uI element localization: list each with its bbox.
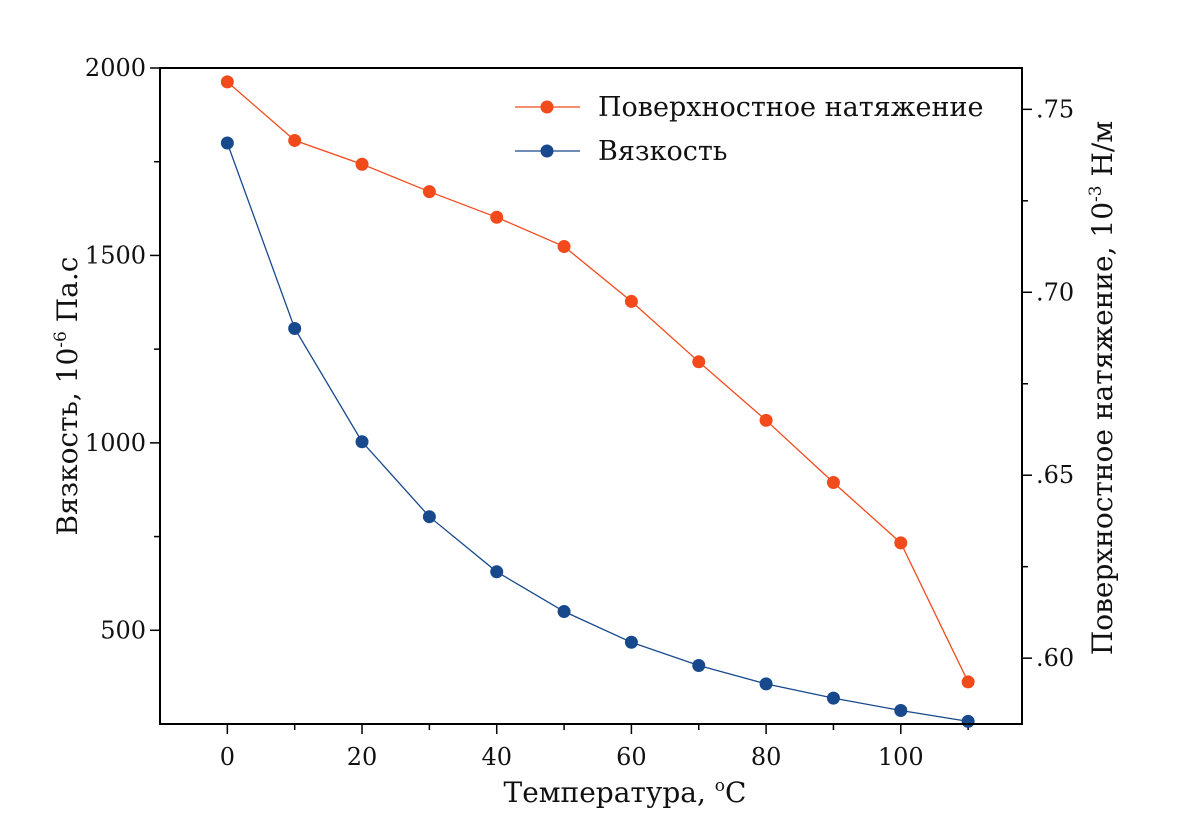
data-point-viscosity <box>220 136 234 150</box>
y-right-tick-label: .70 <box>1036 278 1074 306</box>
data-point-viscosity <box>826 691 840 705</box>
legend-item-surface-tension: Поверхностное натяжение <box>515 92 983 123</box>
data-point-surface-tension <box>422 185 436 199</box>
x-tick-label: 80 <box>751 743 782 771</box>
x-tick-label: 20 <box>347 743 378 771</box>
data-point-viscosity <box>961 714 975 728</box>
data-point-surface-tension <box>355 157 369 171</box>
y-right-tick-label: .60 <box>1036 644 1074 672</box>
series-layer <box>220 75 975 728</box>
legend-label-surface-tension: Поверхностное натяжение <box>598 92 983 123</box>
data-point-surface-tension <box>759 413 773 427</box>
x-axis-title: Температура, oС <box>504 776 747 809</box>
y-right-tick-label: .65 <box>1036 461 1074 489</box>
y-axis-left-title: Вязкость, 10-6 Па.с <box>51 257 84 536</box>
y-left-tick-label: 500 <box>100 616 146 644</box>
tick-labels: 0 20 40 60 80 100 500 1000 1500 2000 .60 .65 .70 .75 <box>85 54 1074 771</box>
x-tick-label: 40 <box>481 743 512 771</box>
data-point-surface-tension <box>557 240 571 254</box>
legend-marker-surface-tension <box>540 100 554 114</box>
data-point-surface-tension <box>894 536 908 550</box>
legend-label-viscosity: Вязкость <box>598 136 728 167</box>
data-point-viscosity <box>759 677 773 691</box>
y-axis-right-title: Поверхностное натяжение, 10-3 Н/м <box>1086 121 1119 655</box>
x-tick-label: 100 <box>878 743 924 771</box>
data-point-viscosity <box>355 435 369 449</box>
data-point-viscosity <box>557 605 571 619</box>
legend-item-viscosity: Вязкость <box>515 136 728 167</box>
x-tick-label: 0 <box>220 743 235 771</box>
series-line-viscosity <box>226 142 969 723</box>
series-line-surface-tension <box>226 81 969 683</box>
data-point-surface-tension <box>624 294 638 308</box>
y-left-tick-label: 2000 <box>85 54 146 82</box>
x-tick-label: 60 <box>616 743 647 771</box>
legend-marker-viscosity <box>540 144 554 158</box>
data-point-viscosity <box>624 635 638 649</box>
data-point-surface-tension <box>961 675 975 689</box>
data-point-surface-tension <box>692 355 706 369</box>
y-left-tick-label: 1500 <box>85 241 146 269</box>
data-point-viscosity <box>692 659 706 673</box>
data-point-surface-tension <box>826 476 840 490</box>
data-point-viscosity <box>422 510 436 524</box>
y-right-tick-label: .75 <box>1036 95 1074 123</box>
data-point-viscosity <box>288 322 302 336</box>
legend: Поверхностное натяжение Вязкость <box>515 92 983 167</box>
data-point-surface-tension <box>220 75 234 89</box>
y-left-tick-label: 1000 <box>85 429 146 457</box>
data-point-surface-tension <box>490 210 504 224</box>
data-point-viscosity <box>894 704 908 718</box>
plot-frame <box>159 67 1023 725</box>
data-point-surface-tension <box>288 133 302 147</box>
data-point-viscosity <box>490 565 504 579</box>
tick-marks <box>150 67 1032 734</box>
